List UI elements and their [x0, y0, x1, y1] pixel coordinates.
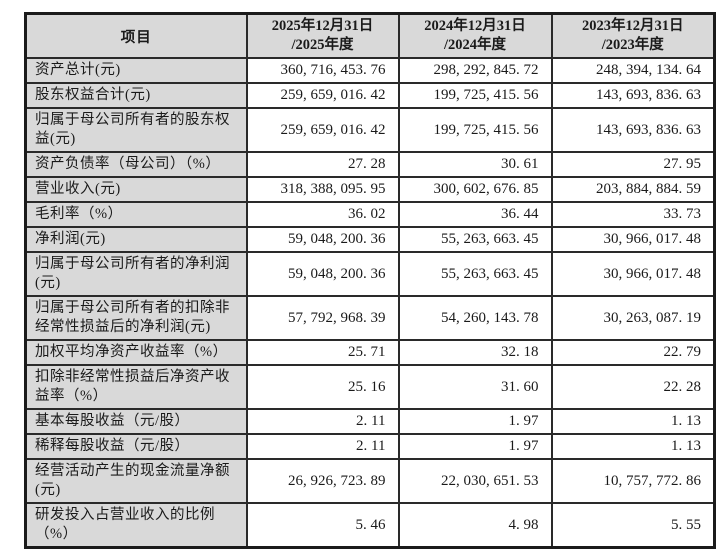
- table-body: 资产总计(元) 360, 716, 453. 76 298, 292, 845. 7…: [24, 57, 716, 549]
- row-value-cell-period-3: 30, 966, 017. 48: [550, 251, 716, 297]
- column-header-period-1: 2025年12月31日/2025年度: [245, 12, 400, 59]
- row-value-cell-period-2: 1. 97: [397, 433, 553, 460]
- column-header-item: 项目: [24, 12, 248, 59]
- row-value-cell-period-1: 25. 71: [245, 339, 400, 366]
- row-value-cell-period-3: 22. 28: [550, 364, 716, 410]
- row-value-cell-period-3: 203, 884, 884. 59: [550, 176, 716, 203]
- row-value-cell-period-2: 1. 97: [397, 408, 553, 435]
- row-value-cell-period-2: 4. 98: [397, 502, 553, 549]
- row-value-cell-period-3: 143, 693, 836. 63: [550, 82, 716, 109]
- table-row: 毛利率（%） 36. 02 36. 44 33. 73: [24, 201, 716, 228]
- row-item-cell: 净利润(元): [24, 226, 248, 253]
- row-value-cell-period-3: 5. 55: [550, 502, 716, 549]
- row-value-cell-period-1: 259, 659, 016. 42: [245, 82, 400, 109]
- row-value-cell-period-2: 31. 60: [397, 364, 553, 410]
- row-value-cell-period-2: 32. 18: [397, 339, 553, 366]
- column-header-period-2: 2024年12月31日/2024年度: [397, 12, 553, 59]
- table-row: 稀释每股收益（元/股） 2. 11 1. 97 1. 13: [24, 433, 716, 460]
- row-value-cell-period-1: 57, 792, 968. 39: [245, 295, 400, 341]
- header-row: 项目 2025年12月31日/2025年度 2024年12月31日/2024年度 2…: [24, 12, 716, 59]
- table-row: 营业收入(元) 318, 388, 095. 95 300, 602, 676. 8…: [24, 176, 716, 203]
- row-value-cell-period-3: 143, 693, 836. 63: [550, 107, 716, 153]
- row-item-cell: 营业收入(元): [24, 176, 248, 203]
- row-value-cell-period-2: 300, 602, 676. 85: [397, 176, 553, 203]
- row-value-cell-period-2: 199, 725, 415. 56: [397, 82, 553, 109]
- row-value-cell-period-3: 1. 13: [550, 433, 716, 460]
- row-value-cell-period-3: 1. 13: [550, 408, 716, 435]
- row-value-cell-period-1: 59, 048, 200. 36: [245, 226, 400, 253]
- row-value-cell-period-1: 59, 048, 200. 36: [245, 251, 400, 297]
- row-value-cell-period-1: 36. 02: [245, 201, 400, 228]
- period-date-line: 2025年12月31日: [271, 18, 374, 34]
- table-row: 加权平均净资产收益率（%） 25. 71 32. 18 22. 79: [24, 339, 716, 366]
- period-date-line: 2023年12月31日: [582, 18, 684, 34]
- row-item-cell: 资产负债率（母公司）（%）: [24, 151, 248, 178]
- row-item-cell: 归属于母公司所有者的扣除非经常性损益后的净利润(元): [24, 295, 248, 341]
- table-row: 归属于母公司所有者的净利润(元) 59, 048, 200. 36 55, 263,…: [24, 251, 716, 297]
- row-item-cell: 归属于母公司所有者的股东权益(元): [24, 107, 248, 153]
- row-value-cell-period-3: 22. 79: [550, 339, 716, 366]
- table-row: 归属于母公司所有者的股东权益(元) 259, 659, 016. 42 199, 7…: [24, 107, 716, 153]
- table-row: 股东权益合计(元) 259, 659, 016. 42 199, 725, 415.…: [24, 82, 716, 109]
- row-value-cell-period-3: 10, 757, 772. 86: [550, 458, 716, 504]
- row-value-cell-period-3: 33. 73: [550, 201, 716, 228]
- table-row: 扣除非经常性损益后净资产收益率（%） 25. 16 31. 60 22. 28: [24, 364, 716, 410]
- row-value-cell-period-1: 27. 28: [245, 151, 400, 178]
- row-item-cell: 毛利率（%）: [24, 201, 248, 228]
- row-value-cell-period-3: 248, 394, 134. 64: [550, 57, 716, 84]
- row-value-cell-period-3: 30, 263, 087. 19: [550, 295, 716, 341]
- table-row: 基本每股收益（元/股） 2. 11 1. 97 1. 13: [24, 408, 716, 435]
- row-value-cell-period-2: 54, 260, 143. 78: [397, 295, 553, 341]
- period-year-line: /2023年度: [601, 37, 664, 53]
- row-item-cell: 基本每股收益（元/股）: [24, 408, 248, 435]
- table-row: 研发投入占营业收入的比例（%） 5. 46 4. 98 5. 55: [24, 502, 716, 549]
- row-item-cell: 研发投入占营业收入的比例（%）: [24, 502, 248, 549]
- table-row: 资产总计(元) 360, 716, 453. 76 298, 292, 845. 7…: [24, 57, 716, 84]
- row-value-cell-period-1: 360, 716, 453. 76: [245, 57, 400, 84]
- row-value-cell-period-2: 298, 292, 845. 72: [397, 57, 553, 84]
- financial-summary-table: 项目 2025年12月31日/2025年度 2024年12月31日/2024年度 2…: [24, 12, 716, 549]
- table-row: 资产负债率（母公司）（%） 27. 28 30. 61 27. 95: [24, 151, 716, 178]
- row-value-cell-period-3: 30, 966, 017. 48: [550, 226, 716, 253]
- row-item-cell: 加权平均净资产收益率（%）: [24, 339, 248, 366]
- period-date-line: 2024年12月31日: [424, 18, 526, 34]
- row-item-cell: 扣除非经常性损益后净资产收益率（%）: [24, 364, 248, 410]
- row-value-cell-period-2: 55, 263, 663. 45: [397, 251, 553, 297]
- row-item-cell: 股东权益合计(元): [24, 82, 248, 109]
- row-item-cell: 资产总计(元): [24, 57, 248, 84]
- period-year-line: /2025年度: [291, 37, 354, 53]
- row-value-cell-period-1: 5. 46: [245, 502, 400, 549]
- row-value-cell-period-3: 27. 95: [550, 151, 716, 178]
- column-header-period-3: 2023年12月31日/2023年度: [550, 12, 716, 59]
- row-value-cell-period-2: 199, 725, 415. 56: [397, 107, 553, 153]
- row-item-cell: 归属于母公司所有者的净利润(元): [24, 251, 248, 297]
- period-year-line: /2024年度: [443, 37, 507, 53]
- row-value-cell-period-1: 259, 659, 016. 42: [245, 107, 400, 153]
- table-row: 经营活动产生的现金流量净额(元) 26, 926, 723. 89 22, 030,…: [24, 458, 716, 504]
- row-value-cell-period-1: 25. 16: [245, 364, 400, 410]
- table-row: 净利润(元) 59, 048, 200. 36 55, 263, 663. 45 30…: [24, 226, 716, 253]
- row-value-cell-period-1: 26, 926, 723. 89: [245, 458, 400, 504]
- row-value-cell-period-1: 2. 11: [245, 433, 400, 460]
- row-item-cell: 经营活动产生的现金流量净额(元): [24, 458, 248, 504]
- row-value-cell-period-1: 318, 388, 095. 95: [245, 176, 400, 203]
- table-row: 归属于母公司所有者的扣除非经常性损益后的净利润(元) 57, 792, 968. …: [24, 295, 716, 341]
- row-value-cell-period-2: 55, 263, 663. 45: [397, 226, 553, 253]
- row-value-cell-period-2: 22, 030, 651. 53: [397, 458, 553, 504]
- row-value-cell-period-2: 36. 44: [397, 201, 553, 228]
- row-item-cell: 稀释每股收益（元/股）: [24, 433, 248, 460]
- row-value-cell-period-2: 30. 61: [397, 151, 553, 178]
- row-value-cell-period-1: 2. 11: [245, 408, 400, 435]
